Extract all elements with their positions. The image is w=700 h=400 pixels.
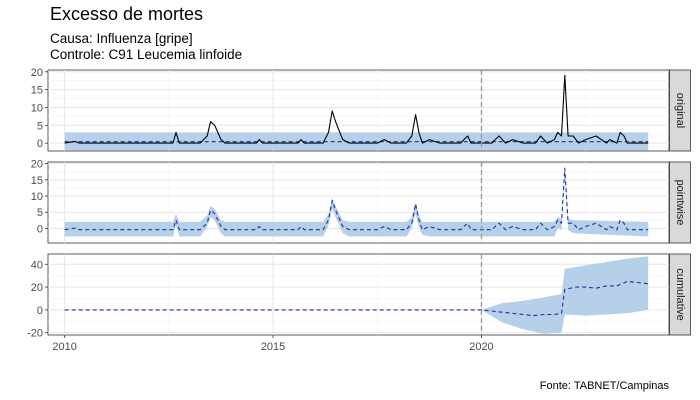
facet-strip [669,69,691,152]
panel-cumulative: -20 0 20 40 cumulative [27,253,691,340]
x-tick-label: 2015 [261,341,285,353]
y-tick-label: 5 [37,120,43,132]
panel-pointwise: 0 5 10 15 20 pointwise [31,159,691,244]
x-tick-label: 2020 [469,341,493,353]
observed-line [64,74,649,144]
y-tick-label: 20 [31,159,43,171]
chart-caption: Fonte: TABNET/Campinas [540,380,670,392]
y-tick-label: 0 [37,305,43,317]
confidence-band [64,132,649,151]
y-tick-label: 15 [31,175,43,187]
chart-title: Excesso de mortes [50,4,203,24]
facet-panels: 0 5 10 15 20 original 0 5 10 15 20 pointwise -20 0 20 4… [27,67,691,340]
y-tick-label: 0 [37,223,43,235]
expected-line [64,167,649,231]
confidence-band [64,256,649,334]
x-axis: 2010 2015 2020 [52,335,494,353]
y-tick-label: 20 [31,282,43,294]
facet-strip-label: cumulative [674,268,686,321]
chart-subtitle-cause: Causa: Influenza [gripe] [50,31,193,46]
y-tick-label: 0 [37,138,43,150]
panel-original: 0 5 10 15 20 original [31,67,691,152]
y-tick-label: 10 [31,102,43,114]
x-tick-label: 2010 [52,341,76,353]
facet-strip-label: pointwise [674,180,686,226]
y-tick-label: 20 [31,67,43,79]
y-tick-label: -20 [27,328,43,340]
facet-strip [669,161,691,244]
expected-line [64,280,649,317]
y-tick-label: 10 [31,191,43,203]
facet-strip [669,253,691,336]
y-tick-label: 40 [31,259,43,271]
y-tick-label: 5 [37,207,43,219]
chart-subtitle-control: Controle: C91 Leucemia linfoide [50,47,242,62]
y-tick-label: 15 [31,85,43,97]
facet-strip-label: original [674,93,686,128]
